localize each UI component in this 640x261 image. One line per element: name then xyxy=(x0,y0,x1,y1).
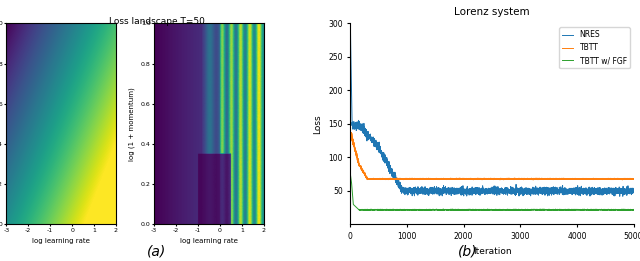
NRES xyxy=(346,25,354,28)
TBTT xyxy=(630,177,637,181)
NRES xyxy=(402,189,410,192)
TBTT w/ FGF xyxy=(609,208,617,211)
Y-axis label: Loss: Loss xyxy=(314,114,323,134)
Text: (b): (b) xyxy=(458,244,477,258)
X-axis label: Iteration: Iteration xyxy=(473,247,511,256)
TBTT w/ FGF xyxy=(611,208,619,211)
TBTT xyxy=(483,177,491,180)
Line: TBTT w/ FGF: TBTT w/ FGF xyxy=(350,174,634,210)
NRES xyxy=(483,189,491,192)
X-axis label: log learning rate: log learning rate xyxy=(32,239,90,245)
TBTT w/ FGF xyxy=(630,208,637,211)
TBTT w/ FGF xyxy=(483,208,491,211)
TBTT xyxy=(609,177,617,180)
NRES xyxy=(630,187,637,190)
X-axis label: log learning rate: log learning rate xyxy=(180,239,238,245)
NRES xyxy=(602,188,610,191)
TBTT xyxy=(402,177,410,180)
TBTT w/ FGF xyxy=(602,208,610,211)
Line: NRES: NRES xyxy=(350,27,634,196)
TBTT xyxy=(611,177,619,180)
TBTT xyxy=(602,177,610,180)
TBTT xyxy=(348,131,355,134)
TBTT w/ FGF xyxy=(402,208,410,211)
TBTT w/ FGF xyxy=(543,208,550,211)
Text: Loss landscape T=50: Loss landscape T=50 xyxy=(109,17,205,26)
Line: TBTT: TBTT xyxy=(350,133,634,180)
Title: Lorenz system: Lorenz system xyxy=(454,7,530,17)
TBTT w/ FGF xyxy=(424,209,431,212)
Text: (a): (a) xyxy=(147,244,166,258)
NRES xyxy=(609,188,617,191)
TBTT xyxy=(543,178,550,181)
TBTT xyxy=(346,132,354,135)
TBTT w/ FGF xyxy=(346,173,354,176)
NRES xyxy=(619,195,627,198)
Legend: NRES, TBTT, TBTT w/ FGF: NRES, TBTT, TBTT w/ FGF xyxy=(559,27,630,68)
Y-axis label: log (1 + momentum): log (1 + momentum) xyxy=(129,87,136,161)
NRES xyxy=(542,187,550,190)
TBTT xyxy=(618,178,626,181)
NRES xyxy=(611,190,619,193)
